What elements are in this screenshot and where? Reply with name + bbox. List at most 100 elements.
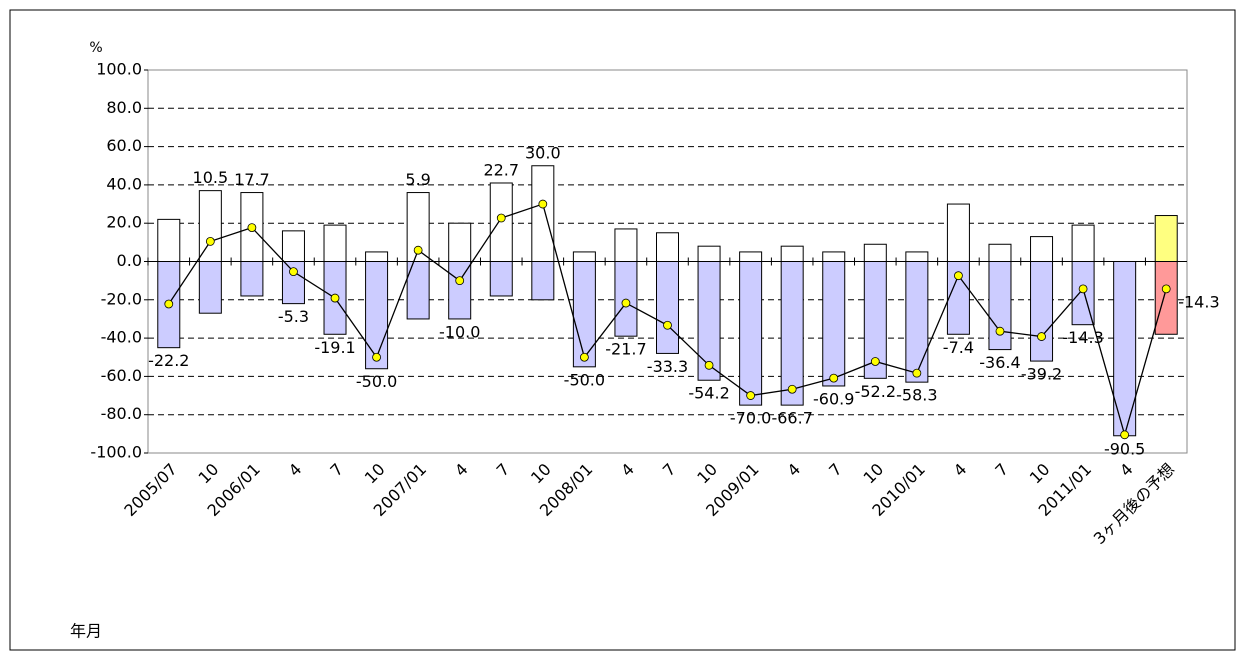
data-label: -52.2 [855, 382, 896, 401]
marker [579, 352, 589, 362]
marker [1161, 284, 1171, 294]
bar [448, 222, 472, 262]
bar [281, 230, 305, 262]
bar [365, 251, 389, 263]
y-tick-label: 60.0 [106, 136, 142, 155]
bar [572, 261, 596, 368]
bar [988, 261, 1012, 351]
marker [1120, 430, 1130, 440]
data-label: -54.2 [688, 384, 729, 403]
y-tick-label: -100.0 [90, 443, 142, 462]
marker [870, 357, 880, 366]
bar [946, 203, 970, 263]
data-label: -70.0 [730, 409, 771, 428]
bar [780, 245, 804, 262]
bar [489, 261, 513, 297]
y-tick-label: 20.0 [106, 213, 142, 232]
bar [1071, 224, 1095, 263]
y-tick-label: -40.0 [101, 328, 142, 347]
data-label: -39.2 [1021, 365, 1062, 384]
data-label: 5.9 [405, 170, 430, 189]
data-label: -66.7 [771, 409, 812, 428]
marker [413, 245, 423, 255]
marker [621, 298, 631, 308]
marker [164, 299, 174, 309]
bar [822, 251, 846, 263]
y-tick-label: 100.0 [96, 60, 142, 79]
bar [656, 232, 679, 262]
marker [663, 320, 672, 330]
marker [372, 352, 381, 362]
y-tick-label: 0.0 [117, 251, 142, 270]
marker [995, 326, 1005, 336]
marker [1037, 332, 1046, 341]
data-label: -36.4 [979, 353, 1020, 372]
marker [247, 223, 257, 233]
marker [954, 271, 963, 281]
bar [1154, 261, 1178, 335]
marker [455, 276, 465, 286]
bar [157, 218, 181, 262]
data-label: -14.3 [1062, 328, 1103, 347]
bar [406, 261, 430, 320]
marker [746, 391, 756, 400]
data-label: -60.9 [813, 389, 854, 408]
data-label: -10.0 [439, 322, 480, 341]
bar [198, 190, 222, 263]
y-tick-label: 80.0 [106, 98, 142, 117]
bar [697, 261, 721, 381]
y-tick-label: -60.0 [101, 366, 142, 385]
data-label: -58.3 [896, 386, 937, 405]
data-label: -19.1 [314, 338, 355, 357]
bar [614, 228, 638, 263]
data-label: -33.3 [647, 357, 688, 376]
bar [531, 165, 555, 262]
bar [1030, 236, 1054, 262]
bar [988, 243, 1012, 262]
data-label: -90.5 [1104, 439, 1145, 458]
marker [538, 199, 548, 209]
marker [289, 267, 298, 277]
marker [330, 293, 340, 303]
bar [365, 261, 389, 370]
y-tick-label: -20.0 [101, 289, 142, 308]
bar [656, 261, 679, 354]
bar [946, 261, 970, 335]
marker [496, 213, 506, 223]
data-label: 30.0 [525, 143, 561, 162]
bar [198, 261, 222, 314]
data-label: 17.7 [234, 170, 270, 189]
y-unit: % [89, 40, 102, 56]
bar [323, 224, 347, 263]
y-tick-label: -80.0 [101, 404, 142, 423]
bar [697, 245, 721, 262]
data-label: -50.0 [356, 372, 397, 391]
bar [739, 261, 763, 406]
bar [905, 251, 929, 263]
bar [780, 261, 804, 406]
bar [863, 261, 887, 379]
data-label: -22.2 [148, 351, 189, 370]
marker [787, 384, 797, 394]
data-label: -7.4 [943, 338, 974, 357]
bar [531, 261, 555, 301]
bar [240, 261, 264, 297]
bar [739, 251, 763, 263]
data-label: -5.3 [278, 307, 309, 326]
data-label: -14.3 [1178, 292, 1219, 311]
marker [912, 368, 922, 378]
data-label: -50.0 [564, 370, 605, 389]
marker [205, 236, 215, 246]
data-label: -21.7 [605, 340, 646, 359]
y-tick-label: 40.0 [106, 174, 142, 193]
bar [863, 243, 887, 262]
bar [281, 261, 305, 305]
data-label: 10.5 [193, 168, 229, 187]
marker [829, 373, 839, 383]
bar [905, 261, 929, 383]
bar [572, 251, 596, 263]
x-axis-label: 年月 [70, 622, 102, 641]
bar [1030, 261, 1054, 362]
data-label: 22.7 [483, 160, 519, 179]
